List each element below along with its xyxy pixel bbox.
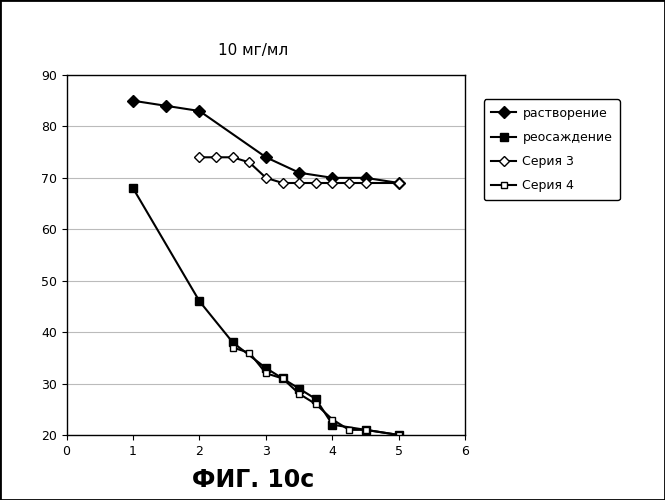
Серия 3 (295, 180, 303, 186)
реосаждение (362, 427, 370, 433)
реосаждение (196, 298, 203, 304)
Line: растворение: растворение (129, 96, 403, 187)
реосаждение (279, 376, 287, 382)
растворение (362, 175, 370, 181)
Серия 4 (312, 401, 320, 407)
реосаждение (329, 422, 336, 428)
Серия 3 (312, 180, 320, 186)
реосаждение (262, 365, 270, 371)
Серия 4 (362, 427, 370, 433)
растворение (129, 98, 137, 103)
Серия 4 (279, 376, 287, 382)
Серия 4 (229, 344, 237, 350)
Серия 3 (212, 154, 220, 160)
Серия 4 (345, 427, 353, 433)
реосаждение (229, 340, 237, 345)
Серия 3 (362, 180, 370, 186)
Line: Серия 4: Серия 4 (229, 344, 402, 438)
реосаждение (295, 386, 303, 392)
Text: 10 мг/мл: 10 мг/мл (217, 42, 288, 58)
Line: Серия 3: Серия 3 (196, 154, 402, 186)
Legend: растворение, реосаждение, Серия 3, Серия 4: растворение, реосаждение, Серия 3, Серия… (483, 99, 620, 200)
Серия 4 (329, 416, 336, 422)
Серия 3 (229, 154, 237, 160)
реосаждение (129, 185, 137, 191)
растворение (295, 170, 303, 175)
Серия 3 (329, 180, 336, 186)
Серия 3 (279, 180, 287, 186)
Серия 3 (245, 160, 253, 166)
растворение (395, 180, 403, 186)
растворение (162, 103, 170, 109)
реосаждение (395, 432, 403, 438)
реосаждение (312, 396, 320, 402)
Серия 4 (245, 350, 253, 356)
растворение (329, 175, 336, 181)
растворение (196, 108, 203, 114)
Серия 4 (262, 370, 270, 376)
Серия 3 (196, 154, 203, 160)
Серия 4 (395, 432, 403, 438)
Серия 3 (395, 180, 403, 186)
Серия 4 (295, 391, 303, 397)
Серия 3 (262, 175, 270, 181)
растворение (262, 154, 270, 160)
Серия 3 (345, 180, 353, 186)
Text: ФИГ. 10с: ФИГ. 10с (192, 468, 314, 492)
Line: реосаждение: реосаждение (129, 184, 403, 439)
